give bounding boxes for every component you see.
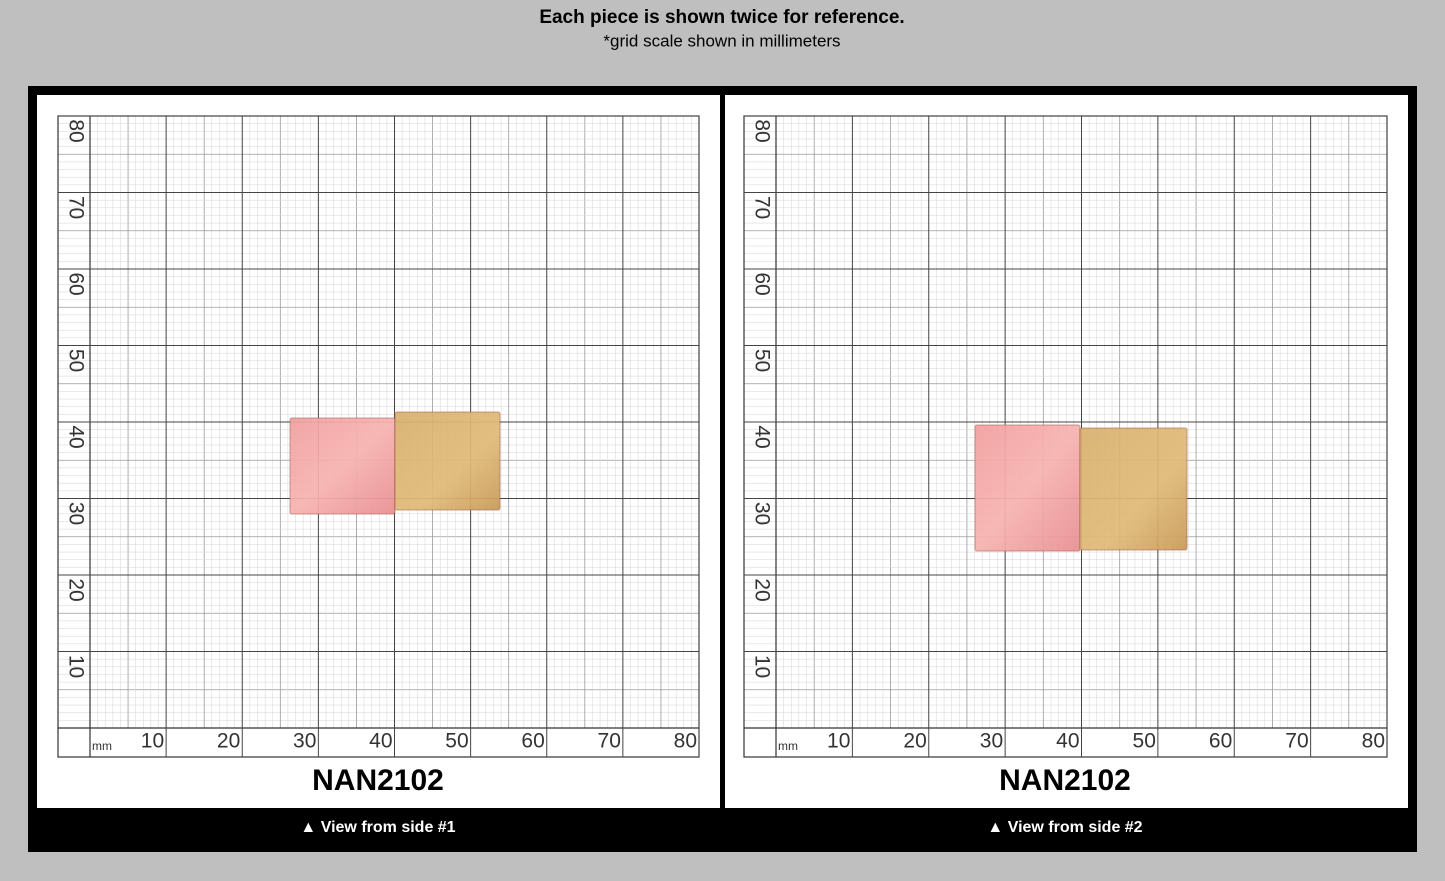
y-tick-label: 60 xyxy=(750,272,773,295)
gem-section xyxy=(1079,427,1188,551)
y-tick-label: 10 xyxy=(64,655,87,678)
x-tick-label: 40 xyxy=(1056,730,1079,753)
y-tick-label: 20 xyxy=(64,578,87,601)
gem-section xyxy=(394,411,501,511)
y-tick-label: 70 xyxy=(64,196,87,219)
caption: ▲ View from side #1 xyxy=(300,819,455,836)
gem-section xyxy=(974,424,1081,552)
piece-label: NAN2102 xyxy=(999,764,1131,797)
x-tick-label: 60 xyxy=(1209,730,1232,753)
x-tick-label: 80 xyxy=(1362,730,1385,753)
y-tick-label: 20 xyxy=(750,578,773,601)
x-tick-label: 60 xyxy=(521,730,544,753)
subtitle: *grid scale shown in millimeters xyxy=(603,31,840,50)
x-tick-label: 40 xyxy=(369,730,392,753)
y-tick-label: 30 xyxy=(750,502,773,525)
x-tick-label: 50 xyxy=(445,730,468,753)
x-tick-label: 30 xyxy=(293,730,316,753)
x-tick-label: 20 xyxy=(217,730,240,753)
grids: 10 20 30 40 50 60 70 80 10 20 30 40 50 60 70 80 mm NAN210… xyxy=(57,115,1388,836)
caption: ▲ View from side #2 xyxy=(987,819,1142,836)
x-tick-label: 30 xyxy=(980,730,1003,753)
y-tick-label: 60 xyxy=(64,272,87,295)
x-tick-label: 20 xyxy=(903,730,926,753)
x-tick-label: 70 xyxy=(598,730,621,753)
unit-label: mm xyxy=(778,739,798,753)
x-tick-label: 50 xyxy=(1133,730,1156,753)
piece-label: NAN2102 xyxy=(312,764,444,797)
y-tick-label: 50 xyxy=(750,349,773,372)
y-tick-label: 50 xyxy=(64,349,87,372)
y-tick-label: 80 xyxy=(64,119,87,142)
y-tick-label: 40 xyxy=(64,425,87,448)
y-tick-label: 40 xyxy=(750,425,773,448)
y-tick-label: 70 xyxy=(750,196,773,219)
y-tick-label: 80 xyxy=(750,119,773,142)
unit-label: mm xyxy=(92,739,112,753)
title: Each piece is shown twice for reference. xyxy=(539,7,904,28)
y-tick-label: 30 xyxy=(64,502,87,525)
gem-section xyxy=(289,417,396,515)
y-tick-label: 10 xyxy=(750,655,773,678)
x-tick-label: 10 xyxy=(141,730,164,753)
x-tick-label: 80 xyxy=(674,730,697,753)
x-tick-label: 10 xyxy=(827,730,850,753)
x-tick-label: 70 xyxy=(1285,730,1308,753)
